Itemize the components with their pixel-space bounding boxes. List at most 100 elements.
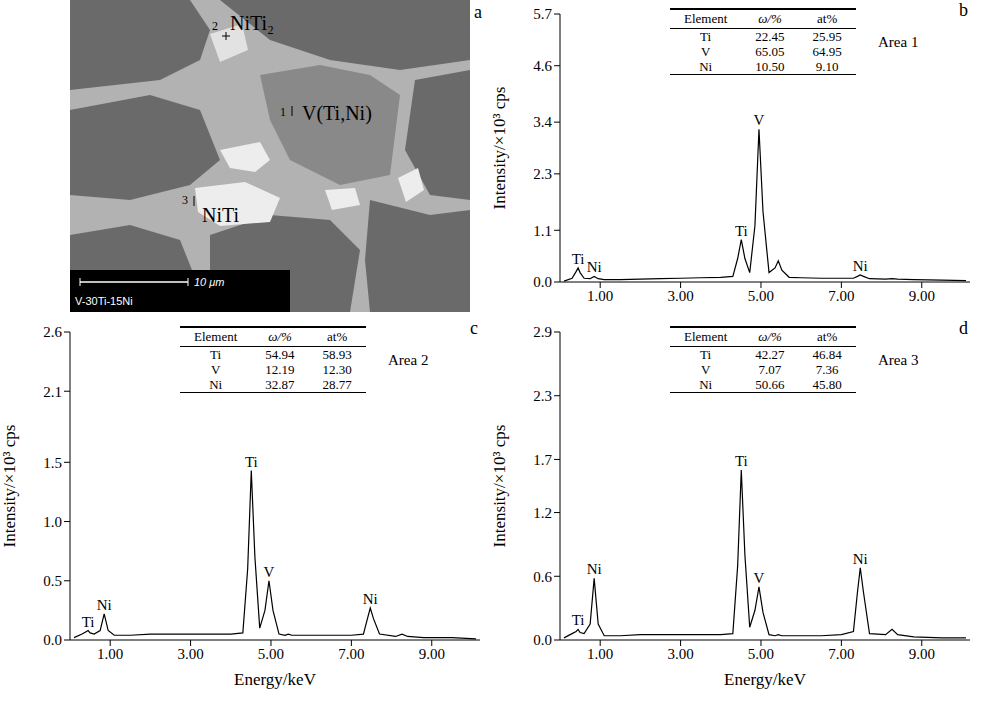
svg-text:NiTi: NiTi [202,204,240,226]
svg-text:3.00: 3.00 [667,288,693,304]
svg-text:7.00: 7.00 [338,646,364,662]
svg-text:Ti: Ti [572,251,585,267]
html-text:10.50: 10.50 [755,59,785,74]
html-text:Energy/keV: Energy/keV [724,670,806,689]
html-text:Element: Element [684,329,728,344]
svg-text:9.00: 9.00 [909,288,935,304]
svg-text:0.6: 0.6 [533,569,552,585]
html-text:42.27: 42.27 [755,347,785,362]
svg-text:1.00: 1.00 [587,288,613,304]
svg-text:Ni: Ni [853,551,868,567]
html-text:65.05: 65.05 [755,44,785,59]
html-text:64.95: 64.95 [812,44,842,59]
html-text:32.87: 32.87 [265,377,295,392]
html-text:12.19: 12.19 [265,362,295,377]
html-text:Intensity/×10³ cps: Intensity/×10³ cps [490,86,509,210]
html-text:45.80: 45.80 [812,377,842,392]
html-text:28.77: 28.77 [322,377,352,392]
html-text:at%: at% [817,11,838,26]
svg-text:Ni: Ni [587,259,602,275]
svg-text:3: 3 [182,193,188,207]
html-text:22.45: 22.45 [755,29,785,44]
svg-text:5.00: 5.00 [258,646,284,662]
svg-text:0.0: 0.0 [533,632,552,648]
svg-text:Ti: Ti [82,614,95,630]
html-text:Ni: Ni [209,377,223,392]
svg-text:3.00: 3.00 [177,646,203,662]
svg-text:NiTi₂: NiTi₂ [230,12,274,34]
svg-text:2: 2 [212,19,218,33]
svg-text:Ni: Ni [363,591,378,607]
html-text:Area 3: Area 3 [878,352,919,368]
html-text:ω/%: ω/% [758,329,782,344]
svg-text:V(Ti,Ni): V(Ti,Ni) [302,102,372,125]
html-text:9.10: 9.10 [815,59,839,74]
svg-text:1.7: 1.7 [533,452,552,468]
svg-text:2.3: 2.3 [533,166,552,182]
svg-text:1.00: 1.00 [97,646,123,662]
html-text:V: V [701,44,711,59]
svg-text:Ti: Ti [245,454,258,470]
html-text:Area 2: Area 2 [388,352,429,368]
html-text:50.66: 50.66 [755,377,785,392]
svg-text:1: 1 [280,105,286,119]
html-text:Ti: Ti [700,347,712,362]
html-text:at%: at% [327,329,348,344]
svg-text:7.00: 7.00 [828,646,854,662]
html-text:at%: at% [817,329,838,344]
html-text:Intensity/×10³ cps: Intensity/×10³ cps [490,424,509,548]
html-text:25.95: 25.95 [812,29,842,44]
svg-text:V: V [754,570,765,586]
svg-text:0.0: 0.0 [43,632,62,648]
svg-text:Ti: Ti [572,612,585,628]
svg-text:V: V [264,564,275,580]
svg-text:0.0: 0.0 [533,274,552,290]
svg-text:3.00: 3.00 [667,646,693,662]
html-text:54.94: 54.94 [265,347,295,362]
svg-text:1.5: 1.5 [43,455,62,471]
html-text:Ni: Ni [699,59,713,74]
html-text:Element: Element [684,11,728,26]
html-text:ω/%: ω/% [268,329,292,344]
svg-text:5.00: 5.00 [748,646,774,662]
html-text:58.93: 58.93 [322,347,352,362]
svg-text:9.00: 9.00 [419,646,445,662]
svg-text:1.00: 1.00 [587,646,613,662]
svg-text:2.9: 2.9 [533,324,552,340]
svg-text:0.5: 0.5 [43,573,62,589]
html-text:46.84: 46.84 [812,347,842,362]
html-text:7.07: 7.07 [758,362,782,377]
html-text:V: V [701,362,711,377]
svg-text:Ni: Ni [97,597,112,613]
svg-text:Ti: Ti [735,223,748,239]
svg-text:Ni: Ni [853,258,868,274]
svg-text:2.3: 2.3 [533,388,552,404]
html-text:7.36: 7.36 [815,362,839,377]
html-text:V: V [211,362,221,377]
svg-text:2.6: 2.6 [43,324,62,340]
svg-text:4.6: 4.6 [533,58,552,74]
html-text:Area 1: Area 1 [878,34,919,50]
svg-text:V: V [754,112,765,128]
html-text:Ti: Ti [700,29,712,44]
html-text:12.30: 12.30 [322,362,352,377]
svg-text:2.1: 2.1 [43,384,62,400]
html-text:Ni: Ni [699,377,713,392]
svg-text:10 μm: 10 μm [194,276,224,288]
svg-text:5.7: 5.7 [533,6,552,22]
svg-text:5.00: 5.00 [748,288,774,304]
svg-text:1.2: 1.2 [533,505,552,521]
html-text:Energy/keV: Energy/keV [234,670,316,689]
html-text:ω/%: ω/% [758,11,782,26]
svg-text:7.00: 7.00 [828,288,854,304]
html-text:Intensity/×10³ cps: Intensity/×10³ cps [0,424,19,548]
svg-text:3.4: 3.4 [533,114,552,130]
svg-text:V-30Ti-15Ni: V-30Ti-15Ni [75,295,133,307]
svg-text:Ti: Ti [735,453,748,469]
svg-text:1.1: 1.1 [533,223,552,239]
svg-text:9.00: 9.00 [909,646,935,662]
html-text:Ti: Ti [210,347,222,362]
html-text:Element: Element [194,329,238,344]
svg-text:Ni: Ni [587,561,602,577]
svg-text:1.0: 1.0 [43,514,62,530]
